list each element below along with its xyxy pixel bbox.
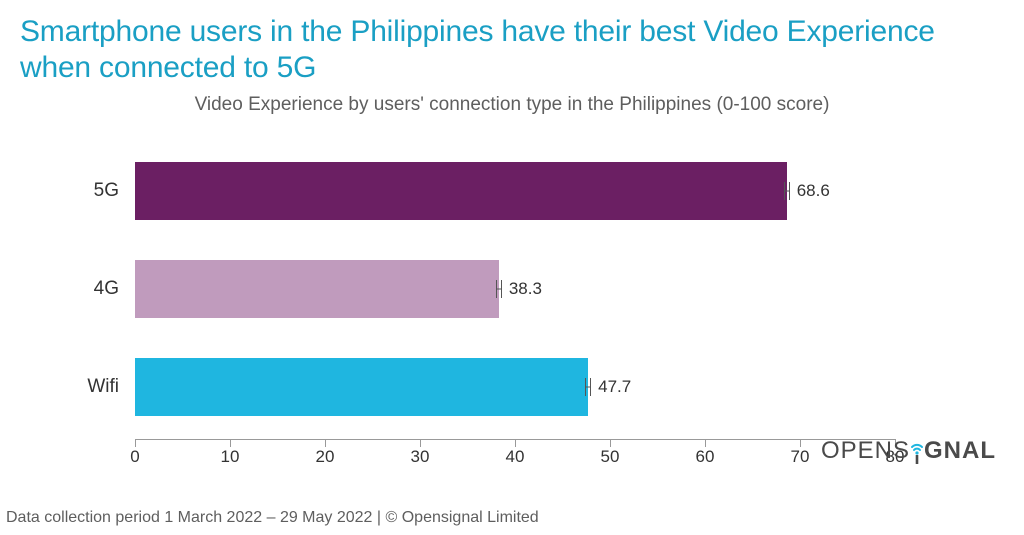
x-tick <box>325 439 326 447</box>
x-tick-label: 70 <box>791 447 810 467</box>
error-bar-icon <box>585 378 591 396</box>
x-tick-label: 60 <box>696 447 715 467</box>
chart-subtitle: Video Experience by users' connection ty… <box>0 92 1024 126</box>
plot-area: 5G 68.6 4G 38.3 Wifi 47.7 01020304050607… <box>135 140 895 440</box>
page-title: Smartphone users in the Philippines have… <box>0 0 1024 92</box>
category-label: 5G <box>94 180 119 202</box>
x-tick-label: 50 <box>601 447 620 467</box>
chart: 5G 68.6 4G 38.3 Wifi 47.7 01020304050607… <box>135 140 895 460</box>
x-tick <box>610 439 611 447</box>
signal-icon <box>910 439 924 463</box>
category-label: 4G <box>94 278 119 300</box>
x-tick-label: 20 <box>316 447 335 467</box>
bar-value: 47.7 <box>598 377 631 397</box>
x-tick <box>515 439 516 447</box>
footnote: Data collection period 1 March 2022 – 29… <box>6 509 539 527</box>
logo-text-suffix: GNAL <box>924 437 996 465</box>
bar-row-wifi: Wifi 47.7 <box>135 358 895 416</box>
error-bar-icon <box>496 280 502 298</box>
x-tick <box>705 439 706 447</box>
bar-value: 38.3 <box>509 279 542 299</box>
x-tick <box>135 439 136 447</box>
error-bar-icon <box>784 182 790 200</box>
logo-text-prefix: OPENS <box>821 437 910 465</box>
x-tick <box>230 439 231 447</box>
x-tick-label: 10 <box>221 447 240 467</box>
x-tick <box>420 439 421 447</box>
opensignal-logo: OPENS GNAL <box>821 437 996 465</box>
x-tick-label: 30 <box>411 447 430 467</box>
x-tick-label: 0 <box>130 447 139 467</box>
category-label: Wifi <box>87 376 119 398</box>
x-tick <box>800 439 801 447</box>
bar: 68.6 <box>135 162 787 220</box>
bar: 47.7 <box>135 358 588 416</box>
bar: 38.3 <box>135 260 499 318</box>
bar-row-5g: 5G 68.6 <box>135 162 895 220</box>
bar-row-4g: 4G 38.3 <box>135 260 895 318</box>
bar-value: 68.6 <box>797 181 830 201</box>
x-tick-label: 40 <box>506 447 525 467</box>
